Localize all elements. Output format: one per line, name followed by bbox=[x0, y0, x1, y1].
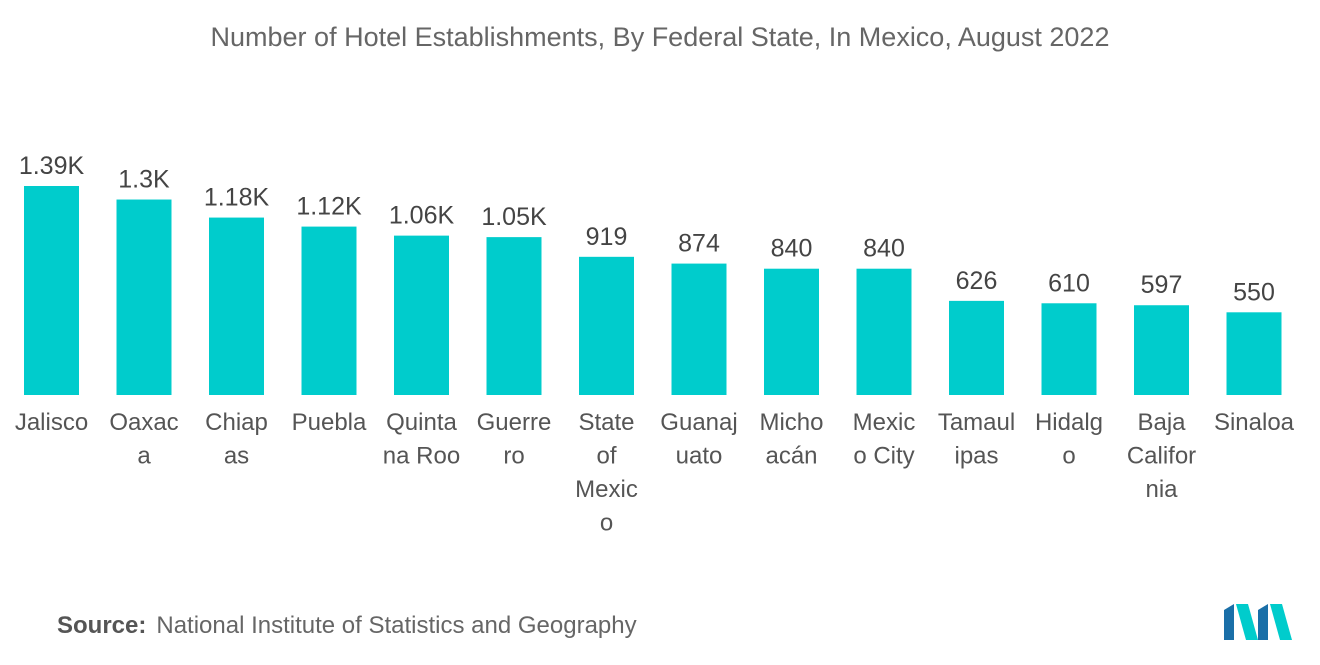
source-text: National Institute of Statistics and Geo… bbox=[156, 612, 637, 639]
bar-13 bbox=[1134, 305, 1189, 395]
bar-12 bbox=[1041, 303, 1097, 395]
category-label-8: Guanaj uato bbox=[660, 409, 737, 470]
category-label-6: Guerre ro bbox=[477, 409, 552, 470]
data-label-6: 1.05K bbox=[481, 203, 547, 231]
bar-6 bbox=[486, 237, 542, 395]
data-label-13: 597 bbox=[1141, 271, 1183, 299]
data-label-4: 1.12K bbox=[296, 193, 362, 221]
bar-11 bbox=[949, 300, 1004, 395]
data-label-8: 874 bbox=[678, 230, 720, 258]
category-label-9: Micho acán bbox=[759, 409, 823, 470]
data-label-5: 1.06K bbox=[389, 202, 455, 230]
category-label-1: Jalisco bbox=[15, 409, 88, 436]
data-label-12: 610 bbox=[1048, 269, 1090, 297]
data-label-14: 550 bbox=[1233, 278, 1275, 306]
category-label-13: Baja Califor nia bbox=[1127, 409, 1196, 503]
bar-9 bbox=[764, 268, 819, 395]
category-label-11: Tamaul ipas bbox=[938, 409, 1015, 470]
chart-title: Number of Hotel Establishments, By Feder… bbox=[210, 22, 1110, 52]
data-label-3: 1.18K bbox=[204, 184, 270, 212]
source-note: Source: National Institute of Statistics … bbox=[57, 612, 637, 640]
mordor-intelligence-logo-icon bbox=[1224, 604, 1292, 640]
data-label-10: 840 bbox=[863, 235, 905, 263]
bar-8 bbox=[671, 263, 727, 395]
source-label: Source: bbox=[57, 612, 147, 639]
category-label-5: Quinta na Roo bbox=[383, 409, 460, 470]
data-label-1: 1.39K bbox=[19, 152, 85, 180]
bar-2 bbox=[116, 199, 172, 395]
bar-14 bbox=[1226, 312, 1282, 395]
data-label-9: 840 bbox=[771, 235, 813, 263]
category-label-3: Chiap as bbox=[205, 409, 268, 470]
bar-chart: 1.39K Jalisco 1.3K Oaxac a 1.18K Chiap as 1.12K P… bbox=[15, 152, 1295, 537]
bar-4 bbox=[301, 226, 357, 395]
bar-5 bbox=[394, 235, 449, 395]
bar-1 bbox=[24, 186, 79, 395]
category-label-2: Oaxac a bbox=[109, 409, 178, 470]
data-label-2: 1.3K bbox=[118, 166, 170, 194]
data-label-7: 919 bbox=[586, 223, 628, 251]
category-label-12: Hidalg o bbox=[1035, 409, 1103, 470]
category-label-4: Puebla bbox=[292, 409, 367, 436]
data-label-11: 626 bbox=[956, 267, 998, 295]
category-label-7: State of Mexic o bbox=[575, 409, 638, 537]
category-label-10: Mexic o City bbox=[853, 409, 916, 470]
bar-7 bbox=[579, 256, 634, 395]
bar-3 bbox=[209, 217, 264, 395]
category-label-14: Sinaloa bbox=[1214, 409, 1295, 436]
bar-10 bbox=[856, 268, 912, 395]
